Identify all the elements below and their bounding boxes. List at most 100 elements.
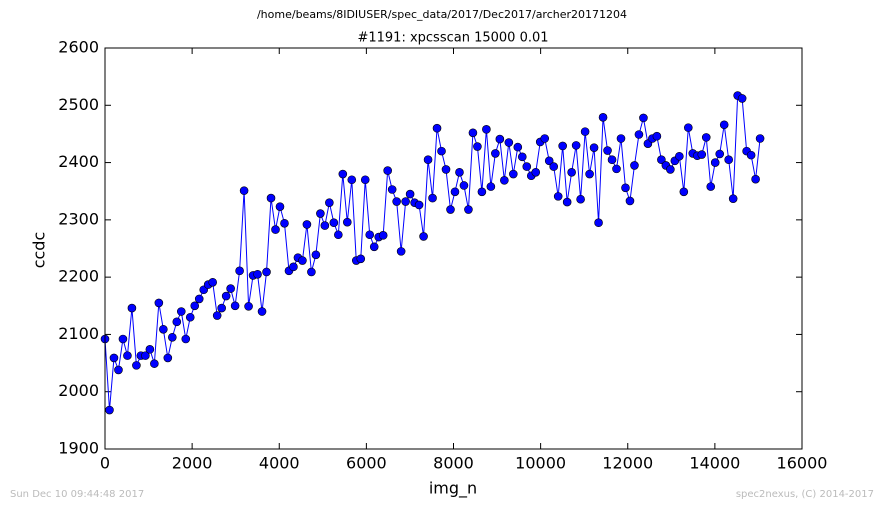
data-point [253,269,262,279]
y-tick-label: 2600 [58,38,99,57]
data-point [603,146,612,155]
data-point [706,182,716,191]
data-point [544,156,554,166]
data-point [159,324,168,334]
data-point [194,294,204,304]
chart-title: #1191: xpcsscan 15000 0.01 [357,31,548,46]
data-point [181,334,191,344]
data-point [549,162,558,171]
data-point [141,351,150,360]
data-point [338,169,348,179]
data-point [652,131,662,141]
data-point [396,247,406,256]
data-point [320,221,330,230]
data-point [589,143,599,152]
data-line [104,94,761,411]
x-tick-label: 4000 [259,454,300,473]
data-point [513,142,523,152]
data-point [719,120,729,130]
data-point [746,150,756,160]
data-point [562,197,572,207]
data-point [567,168,576,177]
x-axis-label: img_n [429,479,477,499]
data-point [657,155,666,165]
data-point [262,267,271,277]
data-point [217,303,226,313]
data-point [365,230,375,240]
y-axis-label: ccdc [30,232,49,269]
data-point [491,149,500,158]
x-tick-label: 6000 [346,454,387,473]
y-tick-label: 2500 [58,95,99,114]
data-point [697,150,707,159]
data-point [302,220,312,229]
data-point [378,231,388,240]
data-point [675,151,684,161]
data-point [289,262,298,272]
data-point [387,185,397,194]
data-point [715,149,725,159]
data-point [208,277,217,287]
data-point [334,230,343,240]
data-point [482,125,491,134]
data-point [576,194,585,204]
data-point [625,196,635,206]
data-point [329,218,339,228]
data-point [607,155,617,165]
data-point [473,142,482,151]
x-tick-label: 12000 [602,454,653,473]
data-point [275,202,285,211]
data-point [266,193,276,203]
data-point [307,267,316,277]
data-point [455,168,464,177]
data-point [468,128,478,138]
data-point [580,127,590,136]
data-point [172,317,182,327]
data-point [504,138,514,147]
data-point [271,225,280,234]
data-point [221,291,231,301]
data-point [401,197,410,206]
data-point [751,174,760,184]
data-point [114,365,123,375]
data-point [598,113,608,122]
x-tick-label: 8000 [433,454,474,473]
data-point [405,189,415,199]
data-point [432,123,442,133]
data-point [517,152,527,162]
data-point [212,311,222,320]
data-point [684,123,693,132]
data-point [634,130,644,139]
data-point [728,194,738,203]
data-point [477,187,487,197]
data-point [392,197,401,206]
suptitle: /home/beams/8IDIUSER/spec_data/2017/Dec2… [257,8,627,21]
x-tick-label: 0 [100,454,110,473]
x-tick-label: 10000 [515,454,566,473]
data-point [441,165,451,174]
data-point [737,94,747,103]
data-point [280,218,289,228]
data-point [428,193,437,203]
data-point [594,218,603,228]
data-point [419,232,428,241]
y-tick-label: 2300 [58,209,99,228]
y-tick-label: 1900 [58,439,99,458]
data-point [585,169,594,179]
data-point [347,175,357,185]
data-point [553,192,563,201]
data-point [383,166,392,175]
data-point [244,302,253,311]
data-point [369,242,379,252]
data-point [298,256,307,265]
data-point [423,155,433,165]
data-point [235,266,244,276]
y-tick-label: 2400 [58,152,99,171]
data-point [450,187,460,197]
data-point [446,205,455,214]
data-point [190,301,200,311]
data-point [145,345,155,354]
data-point [356,254,366,264]
data-point [459,181,469,190]
